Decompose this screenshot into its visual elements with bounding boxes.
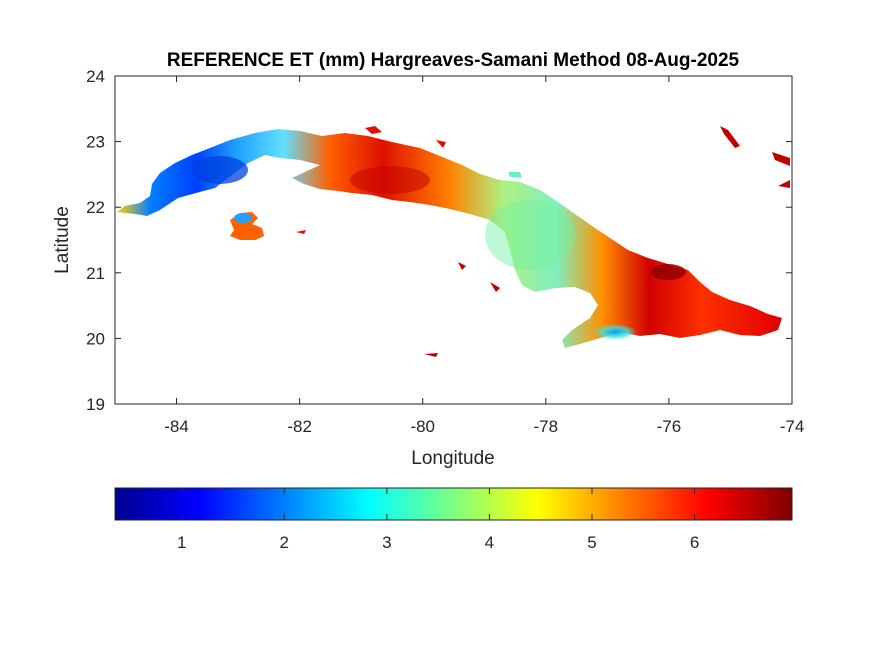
cuba-main-island bbox=[117, 129, 782, 348]
x-tick-label: -78 bbox=[534, 417, 559, 436]
colorbar-tick-label: 1 bbox=[177, 533, 186, 552]
y-axis: 19 20 21 22 23 24 bbox=[86, 67, 792, 414]
central-high-et-patch bbox=[350, 166, 430, 194]
southeast-low-et-patch bbox=[593, 324, 637, 340]
colorbar-tick-label: 2 bbox=[280, 533, 289, 552]
south-cay bbox=[424, 353, 438, 357]
heatmap-layer bbox=[117, 126, 790, 357]
colorbar-tick-label: 4 bbox=[485, 533, 494, 552]
colorbar-tick-label: 5 bbox=[587, 533, 596, 552]
colorbar-tick-label: 3 bbox=[382, 533, 391, 552]
x-tick-label: -84 bbox=[164, 417, 189, 436]
x-tick-label: -74 bbox=[780, 417, 805, 436]
south-cay-4 bbox=[296, 230, 306, 234]
map-plot-area: -84 -82 -80 -78 -76 -74 19 20 21 22 23 24 bbox=[86, 67, 804, 436]
y-tick-label: 22 bbox=[86, 198, 105, 217]
south-cay-2 bbox=[458, 262, 466, 270]
y-tick-label: 20 bbox=[86, 329, 105, 348]
plot-frame bbox=[114, 75, 793, 405]
south-cay-3 bbox=[490, 282, 500, 292]
y-tick-label: 24 bbox=[86, 67, 105, 86]
y-tick-label: 23 bbox=[86, 133, 105, 152]
x-axis: -84 -82 -80 -78 -76 -74 bbox=[164, 76, 804, 436]
x-tick-label: -76 bbox=[657, 417, 682, 436]
colorbar-tick-label: 6 bbox=[690, 533, 699, 552]
x-tick-label: -82 bbox=[287, 417, 312, 436]
y-axis-label: Latitude bbox=[52, 206, 73, 274]
map-title: REFERENCE ET (mm) Hargreaves-Samani Meth… bbox=[167, 50, 740, 71]
central-mid-et-patch bbox=[485, 200, 575, 270]
northern-cay-1 bbox=[365, 126, 382, 134]
x-axis-label: Longitude bbox=[411, 448, 494, 469]
y-tick-label: 19 bbox=[86, 395, 105, 414]
y-tick-label: 21 bbox=[86, 264, 105, 283]
colorbar-ticks: 1 2 3 4 5 6 bbox=[177, 488, 699, 552]
colorbar: 1 2 3 4 5 6 bbox=[114, 487, 793, 552]
northeast-cay bbox=[720, 126, 740, 148]
plot-background bbox=[115, 76, 792, 404]
eastern-high-et-patch bbox=[650, 264, 686, 280]
northern-cay-3 bbox=[508, 172, 522, 178]
northern-cay-2 bbox=[436, 140, 446, 148]
isla-low-et-patch bbox=[234, 213, 252, 223]
east-fragment-1 bbox=[772, 152, 790, 166]
western-low-et-patch bbox=[192, 156, 248, 184]
east-fragment-2 bbox=[778, 180, 790, 188]
colorbar-gradient bbox=[114, 487, 793, 521]
x-tick-label: -80 bbox=[410, 417, 435, 436]
